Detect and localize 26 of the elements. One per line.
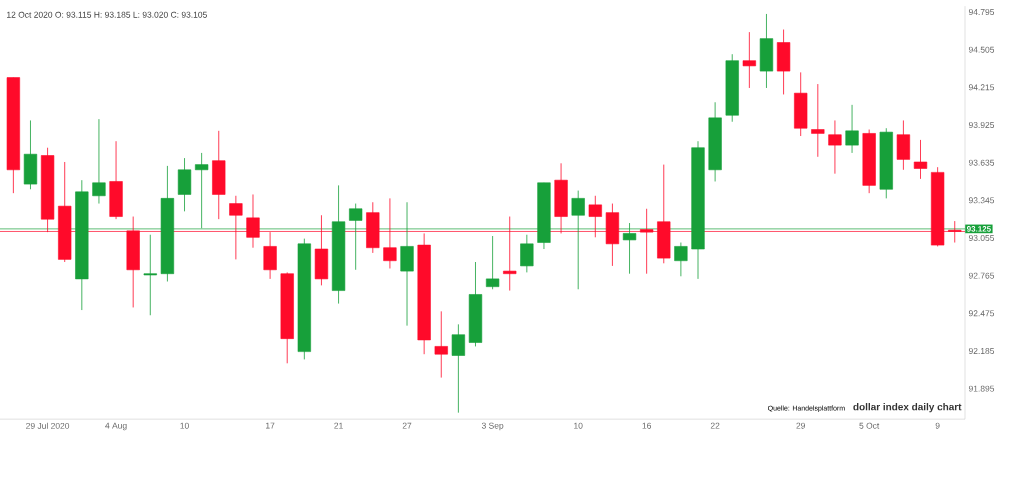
y-tick-label: 92.185 (968, 347, 995, 354)
x-tick-label: 10 (574, 422, 583, 429)
y-tick-label: 92.475 (968, 310, 995, 317)
x-tick-label: 21 (334, 422, 343, 429)
y-tick-label: 93.345 (968, 197, 995, 204)
x-tick-label: 22 (710, 422, 720, 429)
y-tick-label: 92.765 (968, 272, 995, 279)
x-tick-label: 16 (642, 422, 651, 429)
y-tick-label: 94.795 (968, 9, 995, 15)
annotation: dollar index daily chart (853, 403, 962, 413)
x-tick-label: 29 Jul 2020 (26, 422, 70, 429)
x-tick-label: 29 (796, 422, 806, 429)
x-tick-label: 27 (402, 422, 412, 429)
y-tick-label: 94.505 (968, 46, 995, 53)
y-tick-label: 93.635 (968, 159, 995, 166)
y-tick-label: 94.215 (968, 84, 995, 91)
x-tick-label: 10 (180, 422, 189, 429)
annotation: 12 Oct 2020 O: 93.115 H: 93.185 L: 93.020 C: 93.105 (7, 11, 207, 18)
x-tick-label: 3 Sep (481, 422, 504, 431)
y-tick-label: 93.055 (968, 234, 995, 241)
y-tick-label: 91.895 (968, 385, 995, 392)
y-tick-label: 93.925 (968, 121, 995, 128)
x-tick-label: 17 (266, 422, 275, 429)
x-tick-label: 5 Oct (859, 422, 880, 429)
x-tick-label: 4 Aug (105, 422, 127, 431)
x-tick-label: 9 (935, 422, 940, 429)
